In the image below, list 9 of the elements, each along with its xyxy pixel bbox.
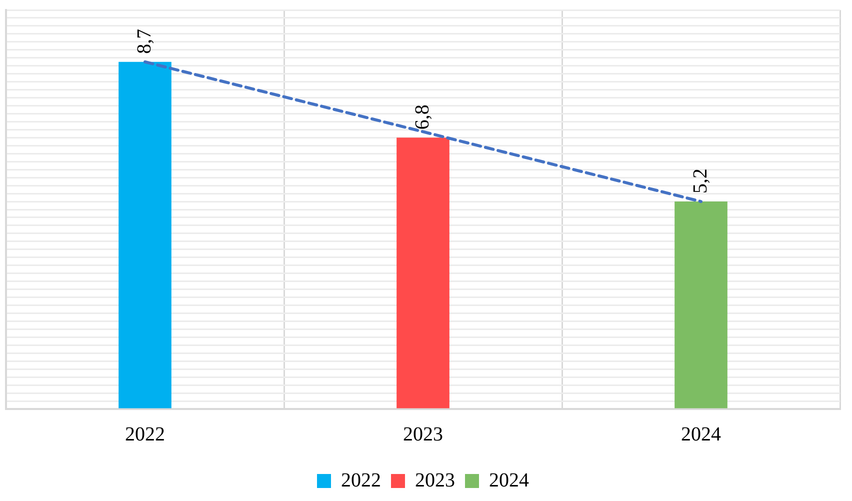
x-tick-label: 2023	[403, 423, 443, 446]
legend-label: 2023	[415, 469, 455, 492]
legend-label: 2024	[489, 469, 529, 492]
data-label: 8,7	[133, 28, 156, 54]
legend-label: 2022	[341, 469, 381, 492]
data-label: 6,8	[411, 104, 434, 130]
x-tick-label: 2024	[681, 423, 721, 446]
data-label: 5,2	[689, 168, 712, 194]
x-tick-label: 2022	[125, 423, 165, 446]
